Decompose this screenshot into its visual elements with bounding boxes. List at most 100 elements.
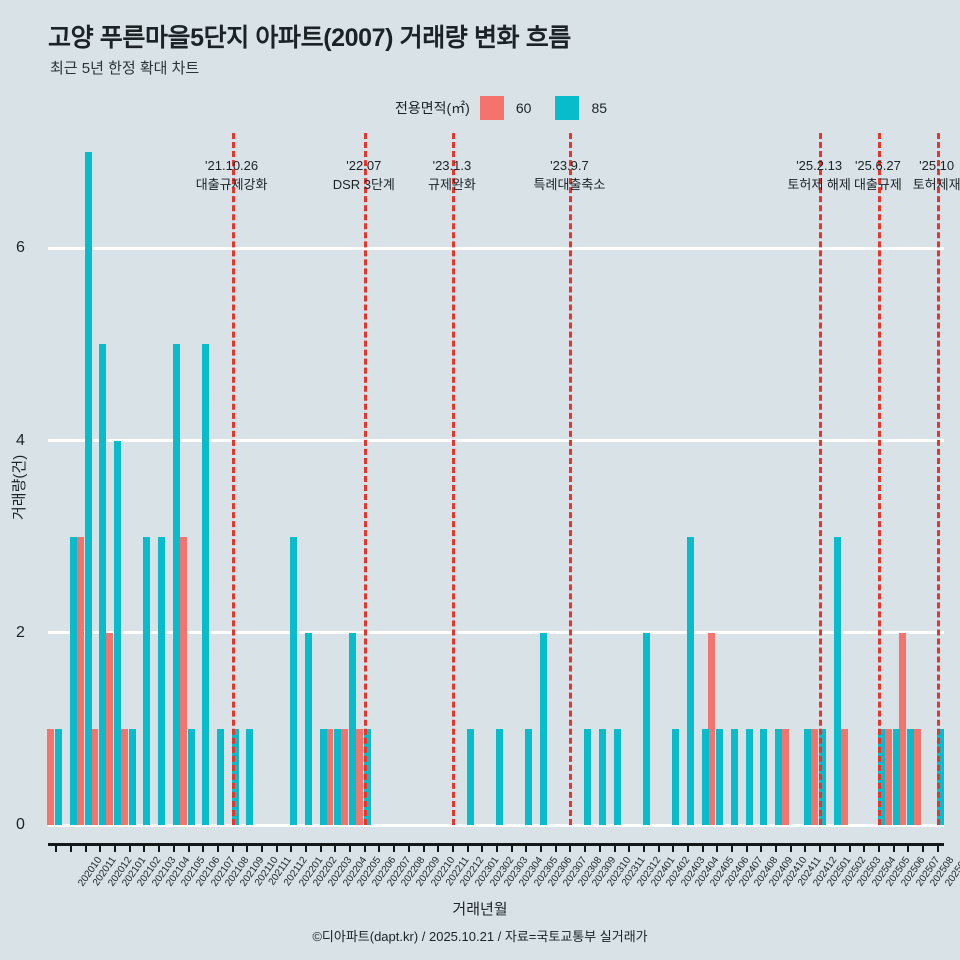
- x-tick-202104: [143, 843, 146, 852]
- x-tick-202305: [510, 843, 513, 852]
- bar-85-202204: [319, 728, 327, 825]
- event-line-6: [936, 133, 940, 825]
- bar-85-202411: [775, 728, 783, 825]
- x-tick-202210: [407, 843, 410, 852]
- bar-60-202103: [120, 728, 128, 825]
- bar-60-202504: [840, 728, 848, 825]
- x-tick-202503: [833, 843, 836, 852]
- x-tick-202205: [334, 843, 337, 852]
- bar-series-container: [47, 133, 944, 825]
- bar-85-202501: [804, 728, 812, 825]
- x-tick-202202: [290, 843, 293, 852]
- legend-swatch-85: [555, 96, 580, 120]
- bar-60-202412: [781, 728, 789, 825]
- bar-85-202312: [613, 728, 621, 825]
- gridline-0: [48, 823, 944, 827]
- event-date-6: '25.10: [919, 158, 955, 173]
- legend-swatch-60: [479, 96, 504, 120]
- event-label-6: '25.10 토허제재: [857, 156, 960, 194]
- bar-60-202107: [179, 536, 187, 825]
- footer-credit: ©디아파트(dapt.kr) / 2025.10.21 / 자료=국토교통부 실…: [312, 929, 648, 944]
- event-text-2: 규제완화: [428, 177, 476, 192]
- event-line-5: [877, 133, 881, 825]
- legend-label-85: 85: [591, 100, 608, 116]
- event-label-4: '25.2.13 토허제 해제: [739, 156, 899, 194]
- bar-85-202409: [745, 728, 753, 825]
- event-text-6: 토허제재: [912, 177, 960, 192]
- x-tick-202310: [584, 843, 587, 852]
- bar-60-202407: [708, 632, 716, 825]
- event-label-3: '23.9.7 특례대출축소: [489, 156, 649, 194]
- bar-85-202102: [114, 440, 122, 825]
- chart-legend: 전용면적(㎡) 60 85: [395, 96, 631, 120]
- x-tick-202510: [936, 843, 939, 852]
- bar-85-202503: [833, 536, 841, 825]
- bar-85-202506: [877, 728, 885, 825]
- x-tick-202010: [55, 843, 58, 852]
- x-tick-202408: [731, 843, 734, 852]
- bar-85-202306: [525, 728, 533, 825]
- bar-60-202012: [76, 536, 84, 825]
- x-tick-202304: [496, 843, 498, 852]
- x-tick-202211: [422, 843, 425, 852]
- x-tick-202204: [319, 843, 322, 852]
- bar-85-202108: [202, 344, 210, 825]
- x-tick-202412: [789, 843, 792, 852]
- bar-85-202206: [349, 632, 357, 825]
- gridline-2: [48, 631, 944, 635]
- bar-60-202508: [899, 632, 907, 825]
- bar-85-202110: [231, 728, 239, 825]
- event-date-0: '21.10.26: [205, 158, 259, 173]
- x-tick-202207: [363, 843, 366, 852]
- bar-85-202410: [760, 728, 768, 825]
- x-tick-202406: [701, 843, 704, 852]
- event-label-1: '22.07 DSR 3단계: [284, 156, 444, 194]
- bar-85-202304: [496, 728, 503, 825]
- x-tick-202101: [99, 843, 102, 852]
- event-text-1: DSR 3단계: [332, 177, 395, 192]
- bar-60-202010: [47, 728, 55, 825]
- event-date-2: '23.1.3: [432, 158, 472, 173]
- x-tick-202509: [921, 843, 924, 852]
- bar-60-202502: [811, 728, 819, 825]
- x-tick-202208: [378, 843, 381, 852]
- y-axis-title: 거래량(건): [11, 454, 28, 520]
- bar-85-202311: [598, 728, 606, 825]
- x-tick-202102: [114, 843, 117, 852]
- bar-85-202510: [936, 728, 944, 825]
- x-tick-202106: [172, 843, 175, 852]
- x-tick-202404: [672, 843, 675, 852]
- bar-85-202010: [55, 728, 63, 825]
- x-tick-202306: [525, 843, 528, 852]
- x-tick-202206: [349, 843, 352, 852]
- x-tick-202504: [848, 843, 851, 852]
- page-title: 고양 푸른마을5단지 아파트(2007) 거래량 변화 흐름: [48, 24, 571, 52]
- x-tick-202303: [481, 843, 484, 852]
- x-tick-202112: [260, 843, 263, 852]
- bar-85-202106: [172, 344, 180, 825]
- plot-area: [47, 133, 944, 827]
- x-tick-202506: [877, 843, 880, 852]
- x-tick-202111: [246, 843, 249, 852]
- bar-85-202105: [158, 536, 166, 825]
- x-tick-202302: [466, 843, 469, 852]
- bar-85-202107: [187, 728, 195, 825]
- gridline-6: [48, 246, 944, 250]
- x-tick-202209: [393, 843, 396, 852]
- x-tick-202402: [642, 843, 645, 852]
- x-tick-202309: [569, 843, 572, 852]
- legend-label-60: 60: [515, 100, 532, 116]
- legend-title: 전용면적(㎡): [395, 100, 470, 116]
- x-tick-202411: [775, 843, 778, 852]
- event-text-5: 대출규제: [853, 177, 902, 192]
- bar-85-202207: [363, 728, 371, 825]
- x-tick-202301: [451, 843, 454, 852]
- x-tick-202308: [554, 843, 557, 852]
- gridline-4: [48, 439, 944, 443]
- event-date-4: '25.2.13: [796, 158, 843, 173]
- bar-85-202507: [892, 728, 900, 825]
- bar-85-202202: [290, 536, 298, 825]
- x-tick-202410: [760, 843, 763, 852]
- x-tick-202311: [598, 843, 601, 852]
- event-line-3: [569, 133, 573, 825]
